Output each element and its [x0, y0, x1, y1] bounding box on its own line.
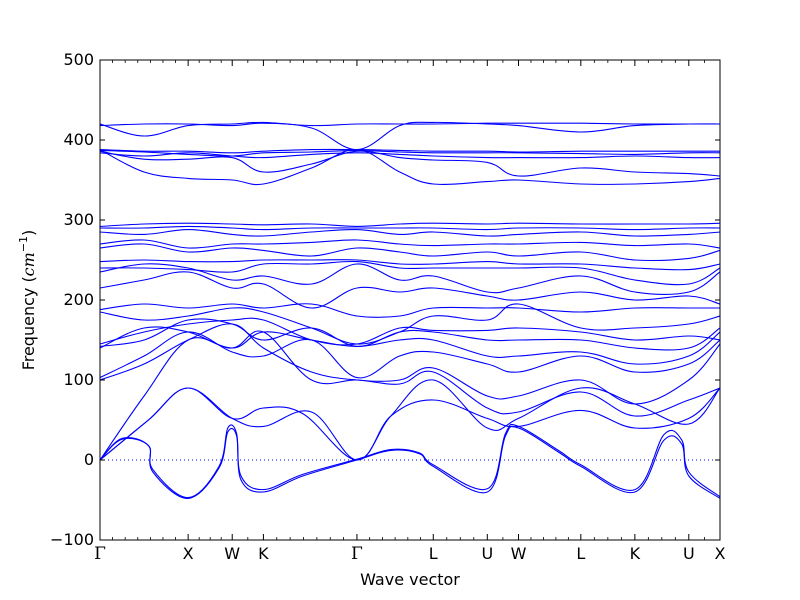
kpoint-label: Γ — [94, 544, 106, 564]
band-line-25 — [100, 148, 720, 154]
band-line-15 — [100, 259, 720, 271]
band-line-3 — [100, 379, 720, 461]
kpoint-label: L — [576, 544, 585, 563]
band-line-23 — [100, 152, 720, 159]
band-line-11 — [100, 303, 720, 318]
y-tick-label: 100 — [63, 370, 94, 389]
band-line-13 — [100, 263, 720, 295]
band-line-24 — [100, 149, 720, 157]
band-line-7 — [100, 326, 720, 365]
y-tick-label: 400 — [63, 130, 94, 149]
plot-frame — [99, 59, 721, 541]
y-tick-label: 0 — [84, 450, 94, 469]
kpoint-label: K — [258, 544, 269, 563]
kpoint-label: K — [630, 544, 641, 563]
phonon-bands — [100, 121, 720, 499]
y-axis-label-unit: cm — [19, 252, 38, 276]
kpoint-label: U — [683, 544, 695, 563]
band-line-1 — [100, 423, 720, 499]
band-line-10 — [100, 303, 720, 345]
kpoint-label: X — [715, 544, 726, 563]
y-axis-label-exponent: −1 — [17, 236, 30, 252]
band-line-20 — [100, 222, 720, 227]
band-line-27 — [100, 121, 720, 137]
y-axis-label-text: Frequency ( — [19, 276, 38, 370]
x-axis-label: Wave vector — [360, 570, 460, 589]
band-line-19 — [100, 225, 720, 231]
band-line-4 — [100, 330, 720, 461]
band-line-6 — [100, 331, 720, 379]
kpoint-label: W — [224, 544, 240, 563]
y-tick-label: 500 — [63, 50, 94, 69]
y-tick-label: −100 — [50, 530, 94, 549]
band-line-0 — [100, 425, 720, 499]
y-axis-label-close: ) — [19, 230, 38, 236]
band-line-17 — [100, 239, 720, 249]
y-tick-label: 300 — [63, 210, 94, 229]
y-tick-label: 200 — [63, 290, 94, 309]
kpoint-label: W — [511, 544, 527, 563]
band-line-5 — [100, 323, 720, 405]
band-line-9 — [100, 317, 720, 346]
y-axis-label: Frequency (cm−1) — [17, 230, 38, 371]
kpoint-label: L — [429, 544, 438, 563]
band-line-18 — [100, 228, 720, 237]
kpoint-label: Γ — [351, 544, 363, 564]
y-axis-ticks: −100 0 100 200 300 400 500 — [50, 50, 720, 549]
kpoint-label: X — [183, 544, 194, 563]
band-line-16 — [100, 243, 720, 262]
band-line-21 — [100, 149, 720, 186]
kpoint-label: U — [481, 544, 493, 563]
band-line-12 — [100, 271, 720, 309]
band-line-14 — [100, 260, 720, 286]
band-line-22 — [100, 150, 720, 177]
